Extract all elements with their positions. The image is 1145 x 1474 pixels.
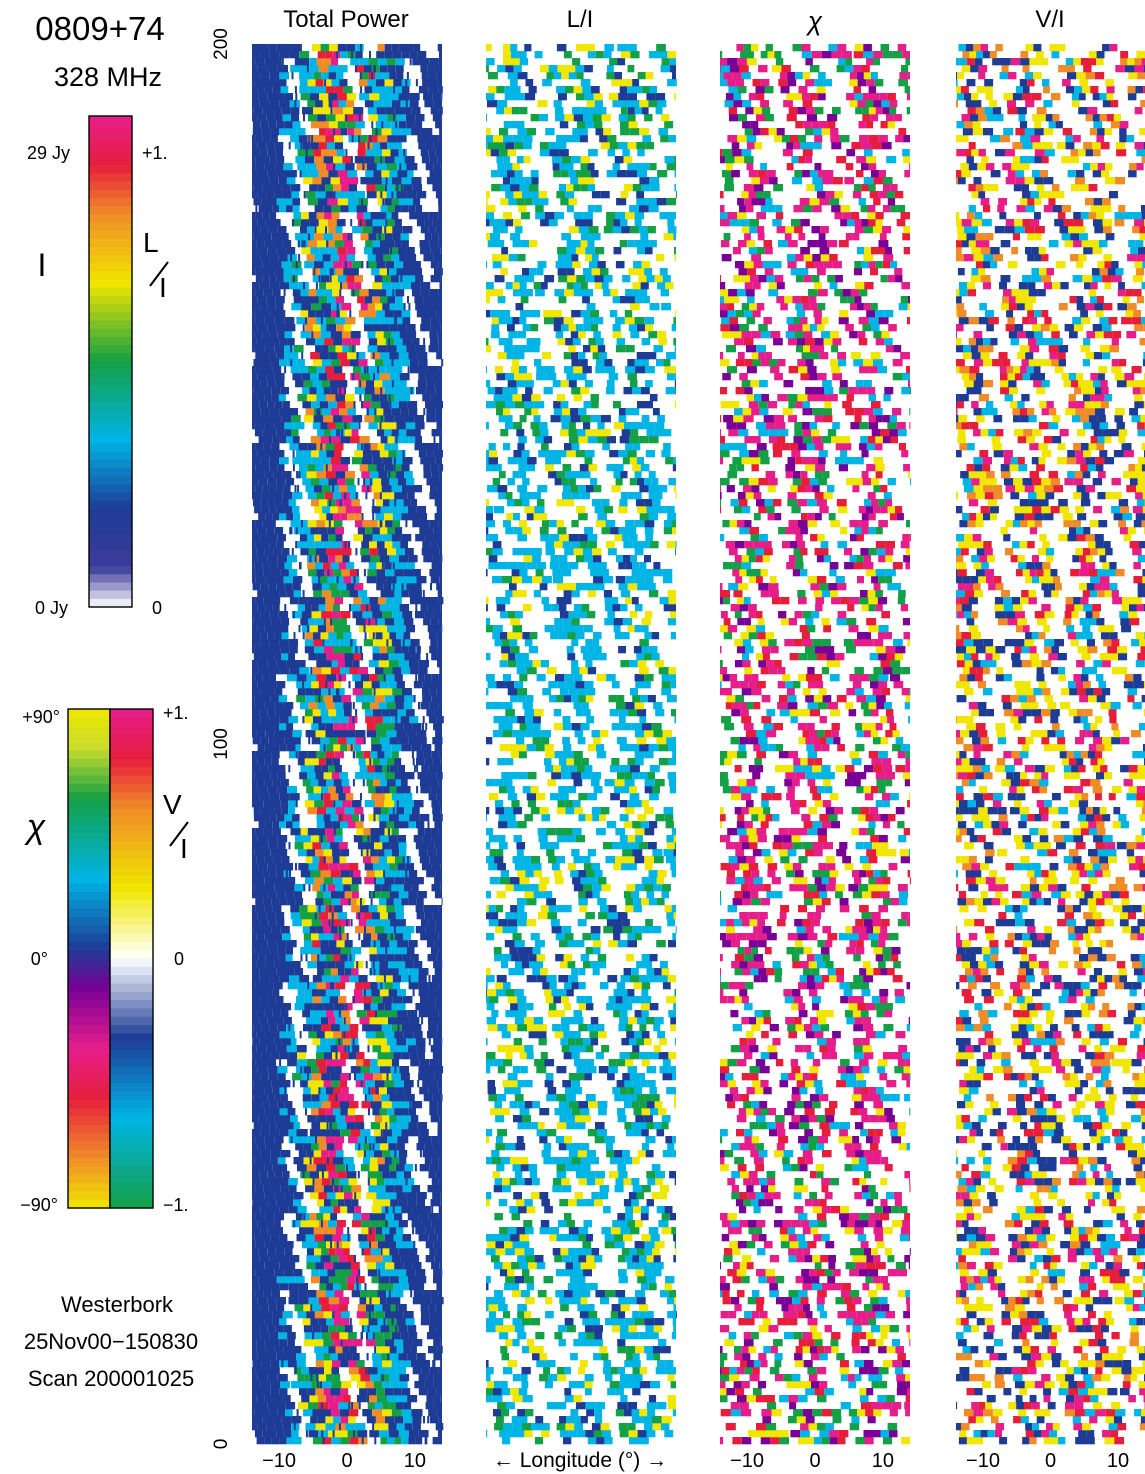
x-axis-label: ← Longitude (°) → (493, 1449, 667, 1472)
chi-colorbar (67, 708, 111, 1209)
intensity-min-label: 0 Jy (35, 598, 68, 618)
observatory-name: Westerbork (61, 1292, 174, 1317)
y-tick-label: 200 (211, 28, 232, 60)
panel-title-linear: L/I (567, 6, 594, 33)
chi-symbol: χ (24, 808, 47, 846)
circular-min-label: −1. (163, 1195, 189, 1215)
heatmap-panel-2 (486, 44, 677, 1445)
y-axis: 0 100 200 (211, 28, 232, 1449)
circular-max-label: +1. (163, 703, 189, 723)
x-tick-label: 0 (809, 1450, 820, 1472)
x-tick-label: 10 (1107, 1450, 1129, 1472)
linear-symbol-denominator: I (159, 272, 167, 303)
pulsar-name: 0809+74 (35, 10, 164, 47)
x-axis: −10 0 10 −10 0 10 −10 0 10 (262, 1450, 1129, 1472)
x-tick-label: −10 (966, 1450, 1000, 1472)
circular-mid-label: 0 (174, 949, 184, 969)
observation-date: 25Nov00−150830 (24, 1329, 198, 1354)
y-tick-label: 0 (211, 1439, 232, 1450)
x-tick-label: 0 (1045, 1450, 1056, 1472)
scan-id: Scan 200001025 (28, 1366, 194, 1391)
intensity-colorbar (88, 115, 133, 608)
circular-colorbar (109, 708, 154, 1209)
circular-symbol-numerator: V (163, 789, 182, 820)
heatmap-panel-3 (720, 44, 911, 1445)
fraction-slash-icon (149, 261, 169, 287)
chi-mid-label: 0° (31, 949, 48, 969)
heatmap-panel-1 (252, 44, 444, 1445)
panel-title-circular: V/I (1035, 6, 1064, 33)
circular-symbol-denominator: I (180, 833, 188, 864)
chi-min-label: −90° (20, 1195, 58, 1215)
x-tick-label: −10 (262, 1450, 296, 1472)
fraction-slash-icon (169, 821, 189, 847)
panel-title-total-power: Total Power (283, 6, 408, 33)
x-tick-label: 0 (341, 1450, 352, 1472)
intensity-symbol: I (38, 247, 47, 283)
linear-min-label: 0 (152, 598, 162, 618)
intensity-max-label: 29 Jy (27, 143, 70, 163)
heatmap-panel-4 (956, 44, 1145, 1445)
linear-symbol-numerator: L (143, 227, 159, 258)
x-tick-label: −10 (730, 1450, 764, 1472)
y-tick-label: 100 (211, 728, 232, 760)
x-tick-label: 10 (404, 1450, 426, 1472)
x-tick-label: 10 (872, 1450, 894, 1472)
panel-title-chi: χ (806, 6, 823, 36)
observing-frequency: 328 MHz (54, 62, 162, 92)
pulse-stack-panels (252, 44, 1145, 1445)
linear-max-label: +1. (142, 143, 168, 163)
chi-max-label: +90° (22, 707, 60, 727)
